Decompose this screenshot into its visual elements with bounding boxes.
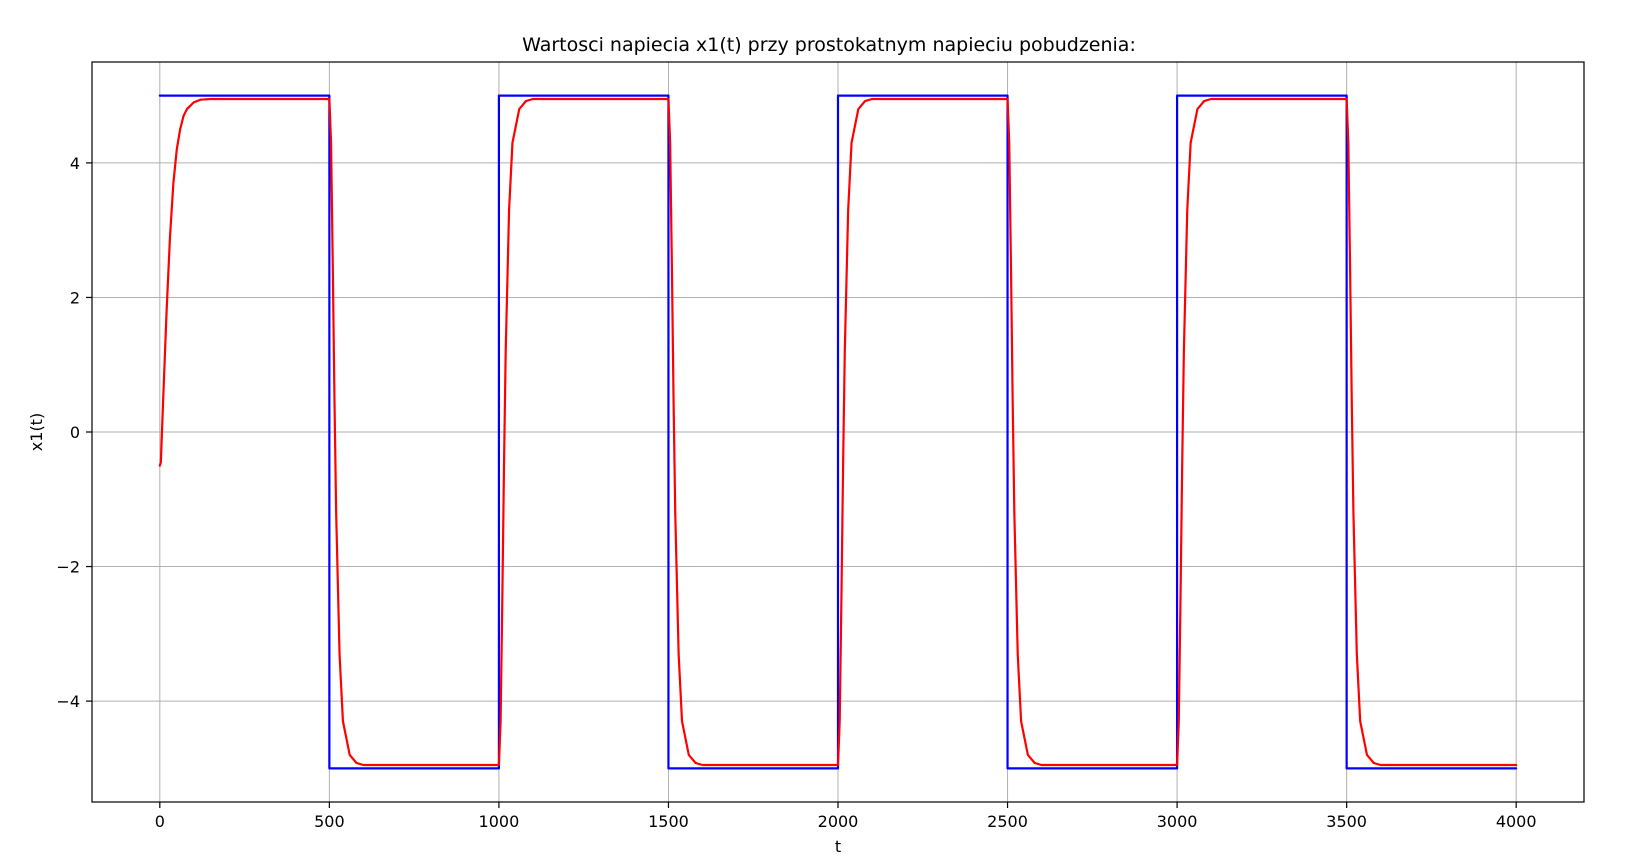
y-tick-label: 4 — [70, 154, 80, 173]
chart-title: Wartosci napiecia x1(t) przy prostokatny… — [522, 34, 1136, 56]
y-tick-label: 2 — [70, 288, 80, 307]
response-x1-line — [158, 97, 1518, 767]
excitation-square-wave-line — [158, 94, 1518, 770]
x-tick-label: 2000 — [818, 812, 859, 831]
x-tick-label: 4000 — [1496, 812, 1537, 831]
x-tick-label: 2500 — [987, 812, 1028, 831]
x-tick-label: 0 — [155, 812, 165, 831]
x-tick-label: 3500 — [1326, 812, 1367, 831]
x-tick-label: 1000 — [479, 812, 520, 831]
y-axis-label: x1(t) — [27, 413, 46, 451]
x-tick-label: 3000 — [1157, 812, 1198, 831]
tick-layer: 0 500 1000 1500 2000 2500 3000 3500 4000 −4 −2 0 2 4 — [56, 154, 1536, 831]
series-layer — [158, 94, 1518, 770]
y-tick-label: 0 — [70, 423, 80, 442]
x-tick-label: 500 — [314, 812, 345, 831]
y-tick-label: −2 — [56, 558, 80, 577]
y-tick-label: −4 — [56, 692, 80, 711]
x-axis-label: t — [835, 837, 841, 856]
x-tick-label: 1500 — [648, 812, 689, 831]
